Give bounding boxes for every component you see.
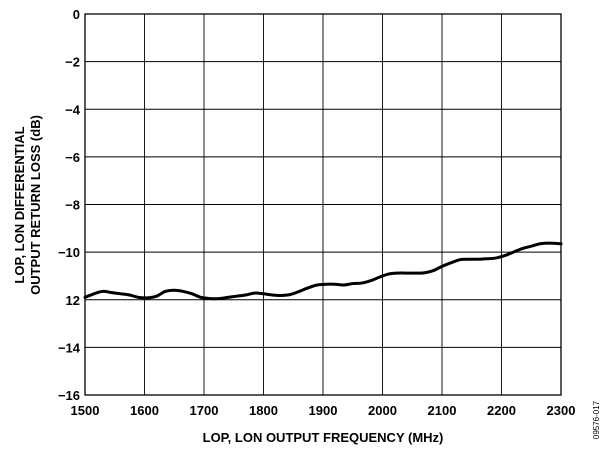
x-tick-label: 1500 xyxy=(71,403,100,418)
y-tick-label: −2 xyxy=(65,55,80,70)
x-axis-title: LOP, LON OUTPUT FREQUENCY (MHz) xyxy=(203,430,444,445)
y-axis-title-line-2: OUTPUT RETURN LOSS (dB) xyxy=(28,115,43,295)
x-tick-label: 2000 xyxy=(368,403,397,418)
x-tick-label: 2300 xyxy=(547,403,576,418)
x-tick-label: 1800 xyxy=(249,403,278,418)
x-tick-label: 2200 xyxy=(487,403,516,418)
y-axis-title-line-1: LOP, LON DIFFERENTIAL xyxy=(12,126,27,283)
x-tick-label: 2100 xyxy=(428,403,457,418)
x-tick-label: 1900 xyxy=(309,403,338,418)
figure-id: 09576-017 xyxy=(592,400,601,439)
y-tick-label: 0 xyxy=(73,7,80,22)
y-tick-label: −4 xyxy=(65,102,81,117)
grid-lines xyxy=(85,14,561,395)
y-tick-label: 12 xyxy=(66,293,80,308)
y-tick-labels: 0 −2 −4 −6 −8 −10 12 −14 −16 xyxy=(58,7,81,403)
y-tick-label: −8 xyxy=(65,198,80,213)
x-tick-label: 1600 xyxy=(130,403,159,418)
y-tick-label: −16 xyxy=(58,388,80,403)
y-tick-label: −14 xyxy=(58,340,81,355)
x-tick-label: 1700 xyxy=(190,403,219,418)
y-tick-label: −6 xyxy=(65,150,80,165)
x-tick-labels: 1500 1600 1700 1800 1900 2000 2100 2200 2300 xyxy=(71,403,576,418)
y-tick-label: −10 xyxy=(58,245,80,260)
